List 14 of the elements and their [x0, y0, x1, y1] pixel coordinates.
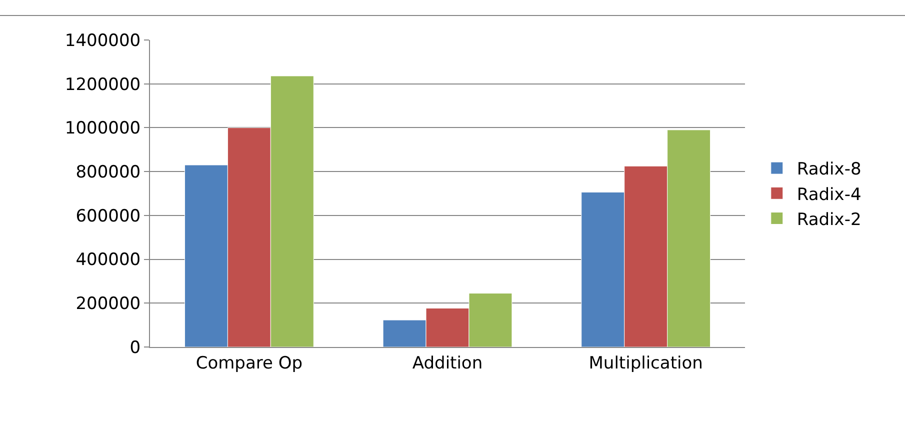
y-tick-label: 400000 [76, 250, 141, 270]
y-tick-label: 0 [130, 338, 141, 358]
legend-label: Radix-4 [796, 184, 862, 205]
legend-label: Radix-8 [796, 160, 862, 180]
y-tick-label: 1200000 [64, 74, 141, 95]
y-tick-label: 800000 [76, 162, 141, 183]
y-tick-label: 200000 [76, 294, 141, 314]
x-tick-label: Addition [412, 353, 483, 374]
y-tick-label: 600000 [76, 206, 141, 226]
y-tick-label: 1000000 [64, 118, 141, 139]
legend-label: Radix-2 [796, 210, 862, 230]
x-tick-label: Multiplication [588, 353, 703, 374]
x-tick-label: Compare Op [196, 353, 303, 374]
y-tick-label: 1400000 [64, 30, 141, 51]
